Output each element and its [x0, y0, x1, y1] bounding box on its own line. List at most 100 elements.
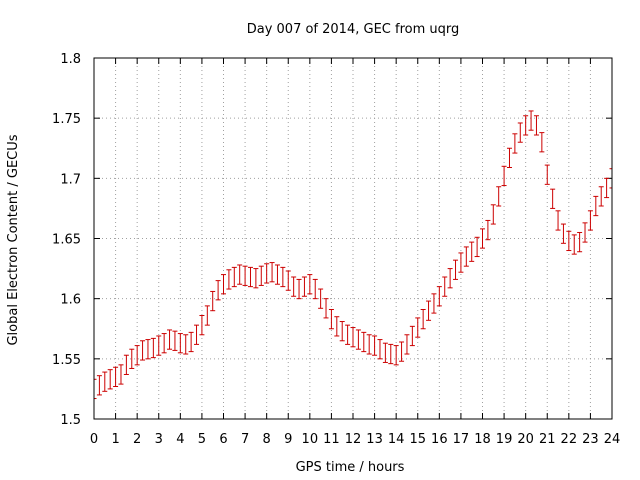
- error-bar-point: [458, 252, 464, 273]
- x-tick-label: 13: [366, 432, 383, 447]
- error-bar-point: [480, 228, 485, 249]
- error-bar-point: [587, 210, 593, 231]
- error-bar-point: [183, 334, 189, 355]
- error-bar-point: [188, 331, 194, 353]
- error-bar-point: [517, 122, 523, 143]
- error-bar-point: [129, 348, 135, 369]
- error-bar-point: [210, 290, 216, 312]
- error-bar-point: [469, 241, 475, 262]
- x-tick-label: 23: [582, 432, 599, 447]
- error-bar-point: [264, 263, 270, 284]
- y-tick-label: 1.75: [52, 112, 81, 127]
- error-bar-point: [177, 333, 183, 354]
- x-tick-label: 17: [453, 432, 470, 447]
- error-bar-point: [339, 321, 345, 342]
- error-bar-point: [453, 259, 459, 280]
- x-tick-label: 19: [496, 432, 513, 447]
- error-bar-point: [571, 234, 577, 255]
- error-bar-point: [377, 339, 383, 360]
- x-tick-label: 16: [431, 432, 448, 447]
- error-bar-point: [96, 375, 102, 396]
- error-bar-point: [415, 317, 421, 338]
- error-bar-point: [274, 264, 280, 285]
- x-tick-label: 21: [539, 432, 556, 447]
- x-tick-label: 2: [133, 432, 141, 447]
- error-bar-point: [442, 276, 448, 297]
- error-bar-point: [447, 268, 453, 289]
- error-bar-point: [501, 165, 507, 187]
- error-bar-point: [156, 335, 162, 356]
- data-series: [93, 110, 613, 400]
- error-bar-point: [296, 278, 302, 300]
- error-bar-point: [490, 204, 496, 225]
- error-bar-point: [361, 331, 367, 353]
- error-bar-point: [301, 276, 307, 297]
- error-bar-point: [431, 293, 437, 314]
- error-bar-point: [118, 364, 124, 385]
- error-bar-point: [231, 266, 237, 288]
- error-bar-point: [199, 315, 205, 336]
- error-bar-point: [253, 268, 259, 289]
- x-tick-label: 14: [388, 432, 405, 447]
- error-bar-point: [345, 324, 351, 345]
- error-bar-point: [323, 298, 329, 319]
- error-bar-point: [226, 269, 232, 290]
- y-tick-label: 1.5: [60, 413, 81, 428]
- x-tick-label: 0: [90, 432, 98, 447]
- x-axis-label: GPS time / hours: [296, 460, 405, 475]
- error-bar-point: [393, 345, 399, 366]
- error-bar-point: [474, 236, 480, 258]
- x-tick-label: 20: [517, 432, 534, 447]
- error-bar-point: [334, 316, 340, 337]
- error-bar-point: [366, 334, 372, 355]
- error-bar-point: [312, 278, 318, 300]
- error-bar-point: [388, 343, 394, 365]
- x-tick-label: 1: [111, 432, 119, 447]
- x-tick-label: 6: [219, 432, 227, 447]
- error-bar-point: [140, 340, 146, 361]
- error-bar-point: [409, 325, 415, 347]
- x-tick-label: 10: [302, 432, 319, 447]
- error-bar-point: [285, 270, 291, 291]
- error-bar-point: [560, 223, 566, 244]
- error-bar-point: [150, 337, 156, 359]
- error-bar-point: [555, 210, 561, 231]
- error-bar-point: [107, 369, 113, 390]
- error-bar-point: [237, 264, 243, 285]
- error-bar-point: [485, 219, 491, 241]
- error-bar-point: [280, 266, 286, 288]
- y-axis-label: Global Electron Content / GECUs: [6, 134, 21, 345]
- x-tick-label: 24: [604, 432, 621, 447]
- error-bar-point: [102, 371, 108, 392]
- x-tick-label: 15: [409, 432, 426, 447]
- x-tick-label: 9: [284, 432, 292, 447]
- error-bar-point: [496, 186, 502, 207]
- y-tick-label: 1.7: [60, 172, 81, 187]
- error-bar-point: [544, 164, 550, 185]
- error-bar-point: [528, 110, 534, 131]
- error-bar-point: [382, 342, 388, 363]
- error-bar-point: [215, 280, 221, 301]
- x-tick-label: 12: [345, 432, 362, 447]
- y-tick-label: 1.65: [52, 233, 81, 248]
- error-bar-point: [123, 354, 129, 375]
- error-bar-point: [582, 222, 588, 243]
- error-bar-point: [426, 300, 432, 321]
- x-tick-label: 4: [176, 432, 184, 447]
- chart-title: Day 007 of 2014, GEC from uqrg: [247, 22, 460, 37]
- error-bar-point: [539, 132, 545, 153]
- error-bar-point: [242, 265, 248, 286]
- error-bar-point: [134, 345, 140, 366]
- error-bar-point: [291, 276, 297, 297]
- x-tick-label: 11: [323, 432, 340, 447]
- error-bar-point: [161, 333, 167, 354]
- error-bar-point: [167, 329, 173, 350]
- error-bar-point: [355, 329, 361, 350]
- y-tick-label: 1.8: [60, 52, 81, 67]
- error-bar-point: [404, 334, 410, 355]
- x-tick-label: 3: [155, 432, 163, 447]
- error-bar-point: [463, 246, 469, 267]
- y-tick-label: 1.6: [60, 293, 81, 308]
- error-bar-point: [194, 324, 200, 345]
